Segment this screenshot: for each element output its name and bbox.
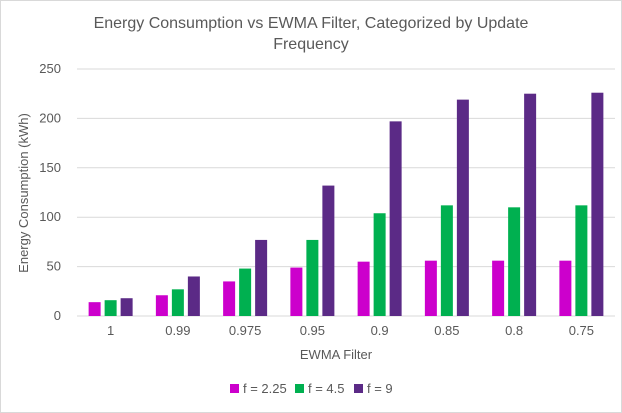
bar-f-4-5-0.99 bbox=[171, 289, 184, 316]
bar-f-2-25-0.8 bbox=[492, 260, 505, 316]
x-tick-label: 0.75 bbox=[569, 323, 594, 338]
bar-f-9-0.8 bbox=[524, 93, 537, 316]
bar-f-4-5-0.95 bbox=[306, 239, 319, 316]
legend-swatch bbox=[295, 384, 304, 393]
y-tick-label: 0 bbox=[54, 308, 61, 323]
bar-f-9-0.75 bbox=[591, 92, 604, 316]
bar-f-2-25-0.85 bbox=[424, 260, 437, 316]
bar-f-9-0.9 bbox=[389, 121, 402, 316]
bar-f-2-25-0.9 bbox=[357, 261, 370, 316]
bar-f-9-0.975 bbox=[255, 239, 268, 316]
legend-label: f = 4.5 bbox=[308, 381, 345, 396]
legend-swatch bbox=[230, 384, 239, 393]
bar-f-4-5-0.85 bbox=[440, 205, 453, 316]
legend-label: f = 9 bbox=[367, 381, 393, 396]
x-axis-ticks: 1 0.99 0.975 0.95 0.9 0.85 0.8 0.75 bbox=[107, 323, 594, 338]
legend: f = 2.25 f = 4.5 f = 9 bbox=[230, 381, 393, 396]
y-tick-label: 100 bbox=[39, 209, 61, 224]
x-tick-label: 0.9 bbox=[371, 323, 389, 338]
bar-f-4-5-0.75 bbox=[575, 205, 588, 316]
y-tick-label: 150 bbox=[39, 160, 61, 175]
bar-f-9-1 bbox=[120, 298, 133, 316]
x-tick-label: 0.95 bbox=[300, 323, 325, 338]
legend-swatch bbox=[354, 384, 363, 393]
legend-label: f = 2.25 bbox=[243, 381, 287, 396]
x-tick-label: 0.99 bbox=[165, 323, 190, 338]
bar-f-2-25-1 bbox=[88, 302, 101, 316]
x-tick-label: 0.85 bbox=[434, 323, 459, 338]
bar-f-4-5-1 bbox=[104, 300, 117, 316]
y-axis-ticks: 0 50 100 150 200 250 bbox=[39, 61, 61, 323]
bar-f-4-5-0.8 bbox=[508, 207, 521, 316]
bar-f-9-0.99 bbox=[187, 276, 200, 316]
chart-title-line-2: Frequency bbox=[273, 36, 349, 53]
bar-f-4-5-0.975 bbox=[239, 268, 252, 316]
bar-f-9-0.95 bbox=[322, 185, 335, 316]
y-axis-title: Energy Consumption (kWh) bbox=[16, 113, 31, 273]
bar-f-2-25-0.75 bbox=[559, 260, 572, 316]
bars bbox=[88, 92, 604, 317]
bar-f-2-25-0.99 bbox=[155, 295, 168, 316]
x-tick-label: 1 bbox=[107, 323, 114, 338]
x-tick-label: 0.8 bbox=[505, 323, 523, 338]
y-tick-label: 250 bbox=[39, 61, 61, 76]
x-tick-label: 0.975 bbox=[229, 323, 262, 338]
bar-f-9-0.85 bbox=[456, 99, 469, 317]
x-axis-title: EWMA Filter bbox=[300, 347, 373, 362]
bar-f-4-5-0.9 bbox=[373, 213, 386, 316]
bar-f-2-25-0.975 bbox=[223, 281, 236, 316]
bar-f-2-25-0.95 bbox=[290, 267, 303, 316]
chart-title-line-1: Energy Consumption vs EWMA Filter, Categ… bbox=[94, 15, 529, 32]
y-tick-label: 200 bbox=[39, 110, 61, 125]
y-tick-label: 50 bbox=[47, 259, 61, 274]
